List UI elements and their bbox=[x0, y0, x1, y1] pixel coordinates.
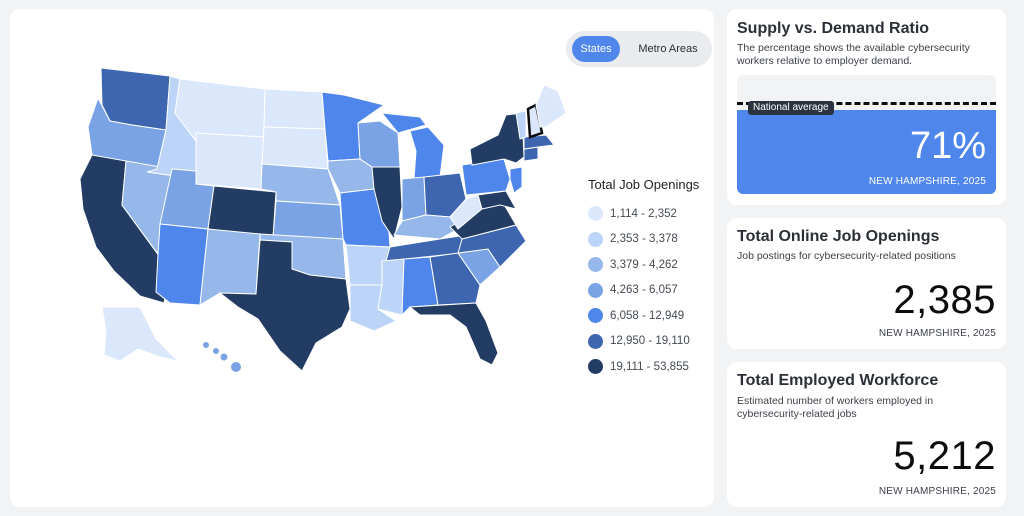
state-hi-2[interactable] bbox=[213, 348, 219, 354]
legend-title: Total Job Openings bbox=[588, 177, 700, 192]
legend-label: 1,114 - 2,352 bbox=[610, 207, 677, 220]
state-az[interactable] bbox=[155, 223, 209, 306]
state-vt[interactable] bbox=[515, 110, 527, 140]
ratio-percentage: 71% bbox=[909, 125, 986, 167]
job-openings-subtitle: Job postings for cybersecurity-related p… bbox=[737, 250, 956, 262]
state-sd[interactable] bbox=[261, 126, 329, 170]
legend-label: 4,263 - 6,057 bbox=[610, 284, 678, 297]
supply-demand-subtitle: The percentage shows the available cyber… bbox=[737, 42, 970, 67]
legend-swatch bbox=[588, 308, 603, 324]
legend-item[interactable]: 6,058 - 12,949 bbox=[588, 303, 706, 329]
state-nh-selected[interactable] bbox=[526, 103, 544, 139]
state-mi[interactable] bbox=[409, 126, 445, 180]
job-openings-card: Total Online Job Openings Job postings f… bbox=[727, 218, 1006, 349]
map-legend: Total Job Openings 1,114 - 2,352 2,353 - … bbox=[588, 177, 706, 380]
supply-demand-title: Supply vs. Demand Ratio bbox=[737, 20, 930, 37]
state-ak[interactable] bbox=[101, 306, 180, 362]
national-average-label: National average bbox=[748, 101, 834, 115]
state-ma[interactable] bbox=[523, 134, 555, 150]
legend-item[interactable]: 2,353 - 3,378 bbox=[588, 227, 706, 253]
legend-label: 12,950 - 19,110 bbox=[610, 335, 690, 348]
state-ny[interactable] bbox=[469, 112, 525, 166]
workforce-subtitle: Estimated number of workers employed in … bbox=[737, 395, 934, 420]
job-openings-title: Total Online Job Openings bbox=[737, 228, 940, 245]
workforce-title: Total Employed Workforce bbox=[737, 372, 939, 389]
state-fl[interactable] bbox=[408, 302, 499, 366]
legend-swatch bbox=[588, 333, 603, 349]
ratio-state-label: NEW HAMPSHIRE, 2025 bbox=[868, 176, 986, 187]
state-mi-upper[interactable] bbox=[380, 112, 427, 134]
state-mt[interactable] bbox=[174, 78, 266, 143]
map-panel: States Metro Areas Total Job Openings 1,… bbox=[10, 9, 714, 507]
state-nd[interactable] bbox=[263, 88, 326, 130]
ratio-bar-fill bbox=[737, 110, 996, 194]
ratio-bar-track: National average 71% NEW HAMPSHIRE, 2025 bbox=[737, 75, 996, 194]
legend-item[interactable]: 1,114 - 2,352 bbox=[588, 201, 706, 227]
legend-label: 6,058 - 12,949 bbox=[610, 309, 685, 322]
state-co[interactable] bbox=[207, 185, 277, 238]
workforce-state-label: NEW HAMPSHIRE, 2025 bbox=[878, 486, 996, 497]
state-ks[interactable] bbox=[272, 200, 344, 240]
state-hi-1[interactable] bbox=[203, 342, 209, 348]
workforce-card: Total Employed Workforce Estimated numbe… bbox=[727, 362, 1006, 507]
state-il[interactable] bbox=[371, 166, 403, 241]
legend-label: 19,111 - 53,855 bbox=[610, 360, 689, 373]
legend-swatch bbox=[588, 257, 603, 273]
legend-item[interactable]: 4,263 - 6,057 bbox=[588, 278, 706, 304]
workforce-value: 5,212 bbox=[893, 434, 996, 478]
legend-item[interactable]: 19,111 - 53,855 bbox=[588, 354, 706, 380]
states-toggle-button[interactable]: States bbox=[572, 36, 620, 62]
job-openings-state-label: NEW HAMPSHIRE, 2025 bbox=[878, 328, 996, 339]
legend-swatch bbox=[588, 206, 603, 222]
metro-areas-toggle-button[interactable]: Metro Areas bbox=[638, 43, 698, 55]
view-toggle: States Metro Areas bbox=[566, 31, 712, 67]
state-wy[interactable] bbox=[195, 132, 265, 190]
state-nj[interactable] bbox=[509, 166, 523, 194]
state-in[interactable] bbox=[401, 176, 427, 222]
state-tx[interactable] bbox=[218, 239, 351, 372]
legend-item[interactable]: 12,950 - 19,110 bbox=[588, 329, 706, 355]
legend-swatch bbox=[588, 359, 603, 375]
state-wa[interactable] bbox=[100, 67, 171, 131]
legend-label: 2,353 - 3,378 bbox=[610, 233, 678, 246]
state-md[interactable] bbox=[477, 190, 517, 210]
legend-item[interactable]: 3,379 - 4,262 bbox=[588, 252, 706, 278]
job-openings-value: 2,385 bbox=[893, 278, 996, 322]
supply-demand-card: Supply vs. Demand Ratio The percentage s… bbox=[727, 9, 1006, 205]
state-ga[interactable] bbox=[429, 252, 481, 306]
state-hi-4[interactable] bbox=[231, 362, 241, 372]
state-me[interactable] bbox=[535, 84, 567, 128]
state-hi-3[interactable] bbox=[220, 353, 228, 361]
state-pa[interactable] bbox=[461, 158, 511, 196]
legend-swatch bbox=[588, 282, 603, 298]
legend-label: 3,379 - 4,262 bbox=[610, 258, 678, 271]
state-ms[interactable] bbox=[377, 258, 405, 316]
us-choropleth-map[interactable] bbox=[10, 9, 714, 507]
legend-swatch bbox=[588, 231, 603, 247]
national-average-line bbox=[737, 102, 996, 105]
